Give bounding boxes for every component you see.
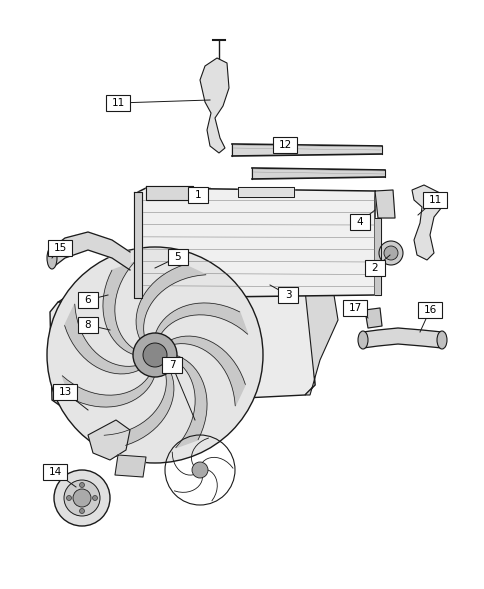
FancyBboxPatch shape [364,260,384,276]
Text: 12: 12 [278,140,291,150]
Circle shape [54,470,110,526]
Polygon shape [304,270,337,395]
FancyBboxPatch shape [162,357,182,373]
Circle shape [92,495,97,501]
Polygon shape [155,303,247,336]
Text: 1: 1 [194,190,201,200]
Polygon shape [364,308,381,328]
Polygon shape [411,185,441,260]
Text: 14: 14 [48,467,61,477]
Polygon shape [88,420,130,460]
Text: 11: 11 [111,98,124,108]
Polygon shape [58,270,329,302]
Polygon shape [103,262,136,355]
Circle shape [47,247,262,463]
FancyBboxPatch shape [53,384,77,400]
Circle shape [73,489,91,507]
FancyBboxPatch shape [78,317,98,333]
Polygon shape [231,144,381,156]
Polygon shape [199,58,228,153]
Ellipse shape [47,247,57,269]
Text: 6: 6 [85,295,91,305]
Circle shape [64,480,100,516]
Polygon shape [174,355,207,448]
Text: 8: 8 [85,320,91,330]
Circle shape [383,246,397,260]
FancyBboxPatch shape [106,95,130,111]
Circle shape [79,508,84,514]
FancyBboxPatch shape [78,292,98,308]
FancyBboxPatch shape [349,214,369,230]
FancyBboxPatch shape [272,137,296,153]
Polygon shape [362,328,441,348]
Text: 17: 17 [348,303,361,313]
Text: 7: 7 [168,360,175,370]
Polygon shape [52,232,130,270]
Circle shape [133,333,177,377]
Polygon shape [169,336,245,406]
FancyBboxPatch shape [417,302,441,318]
FancyBboxPatch shape [48,240,72,256]
Text: 2: 2 [371,263,378,273]
Polygon shape [136,264,205,341]
Polygon shape [138,188,374,298]
FancyBboxPatch shape [422,192,446,208]
Ellipse shape [436,331,446,349]
Polygon shape [252,168,384,179]
Text: 3: 3 [284,290,291,300]
Ellipse shape [357,331,367,349]
Circle shape [143,343,166,367]
Polygon shape [62,375,155,407]
Polygon shape [104,369,174,445]
Text: 13: 13 [58,387,72,397]
Circle shape [192,462,208,478]
Text: 16: 16 [423,305,436,315]
Polygon shape [64,304,140,374]
Polygon shape [134,192,142,298]
Circle shape [66,495,71,501]
Text: 4: 4 [356,217,363,227]
FancyBboxPatch shape [277,287,297,303]
Text: 5: 5 [174,252,181,262]
Polygon shape [374,218,380,295]
Polygon shape [50,290,314,407]
FancyBboxPatch shape [167,249,188,265]
FancyBboxPatch shape [43,464,67,480]
Polygon shape [146,186,193,200]
Circle shape [378,241,402,265]
FancyBboxPatch shape [188,187,208,203]
Text: 15: 15 [53,243,66,253]
Polygon shape [374,190,394,218]
Text: 11: 11 [427,195,441,205]
Circle shape [79,482,84,488]
FancyBboxPatch shape [342,300,366,316]
Polygon shape [115,455,146,477]
